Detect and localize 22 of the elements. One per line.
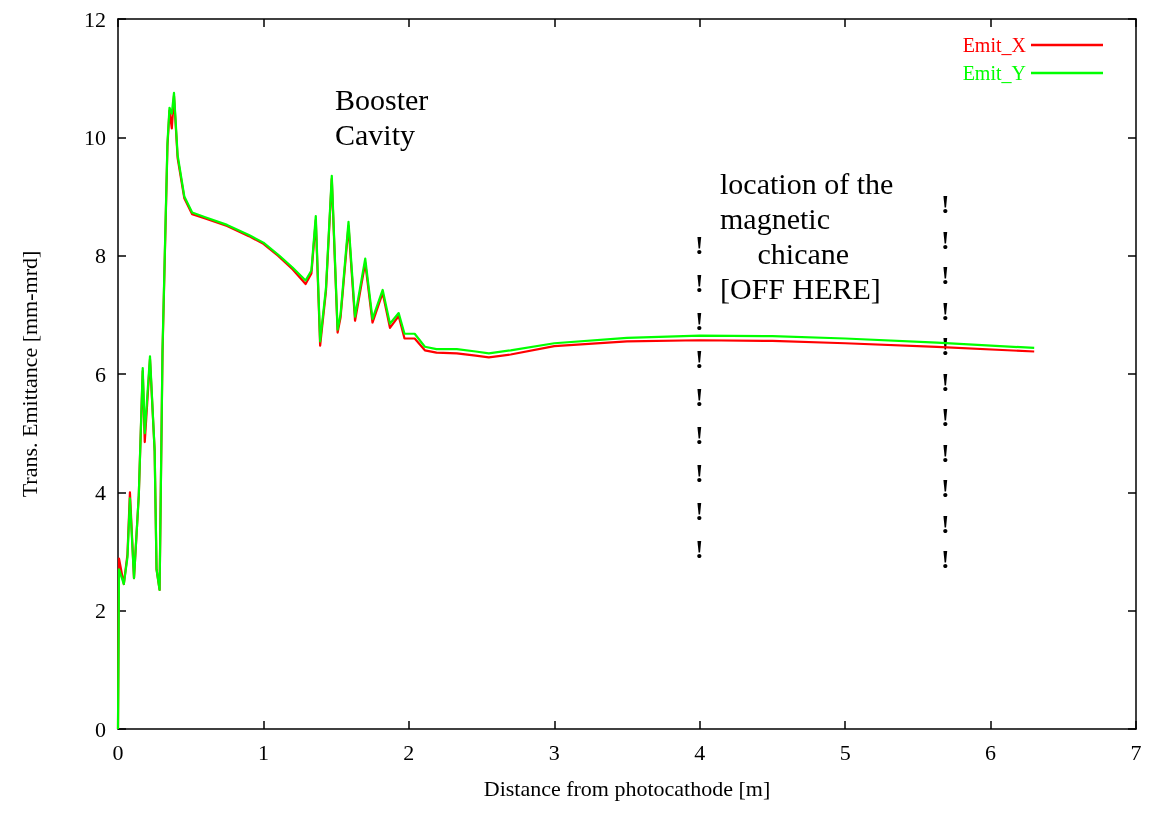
legend-label: Emit_X [962,34,1027,56]
y-tick-label: 0 [95,716,106,742]
y-tick-label: 12 [84,6,106,32]
y-axis-title: Trans. Emittance [mm-mrd] [16,250,42,498]
x-tick-label: 0 [112,739,124,765]
annotation: Booster Cavity [335,83,429,151]
annotation: location of the magnetic chicane [OFF HERE] [720,167,894,305]
x-tick-label: 4 [694,739,706,765]
y-tick-label: 4 [95,479,106,505]
x-axis-title: Distance from photocathode [m] [483,775,771,801]
x-tick-label: 3 [548,739,560,765]
y-tick-label: 6 [95,361,106,387]
text: ! ! ! ! ! ! ! ! ! [695,230,704,565]
y-tick-label: 10 [84,124,106,150]
x-tick-label: 2 [403,739,415,765]
x-tick-label: 5 [839,739,851,765]
y-tick-label: 8 [95,243,106,269]
y-tick-label: 2 [95,598,106,624]
x-tick-label: 6 [985,739,997,765]
x-tick-label: 7 [1130,739,1142,765]
legend-label: Emit_Y [962,62,1026,84]
x-tick-label: 1 [257,739,269,765]
